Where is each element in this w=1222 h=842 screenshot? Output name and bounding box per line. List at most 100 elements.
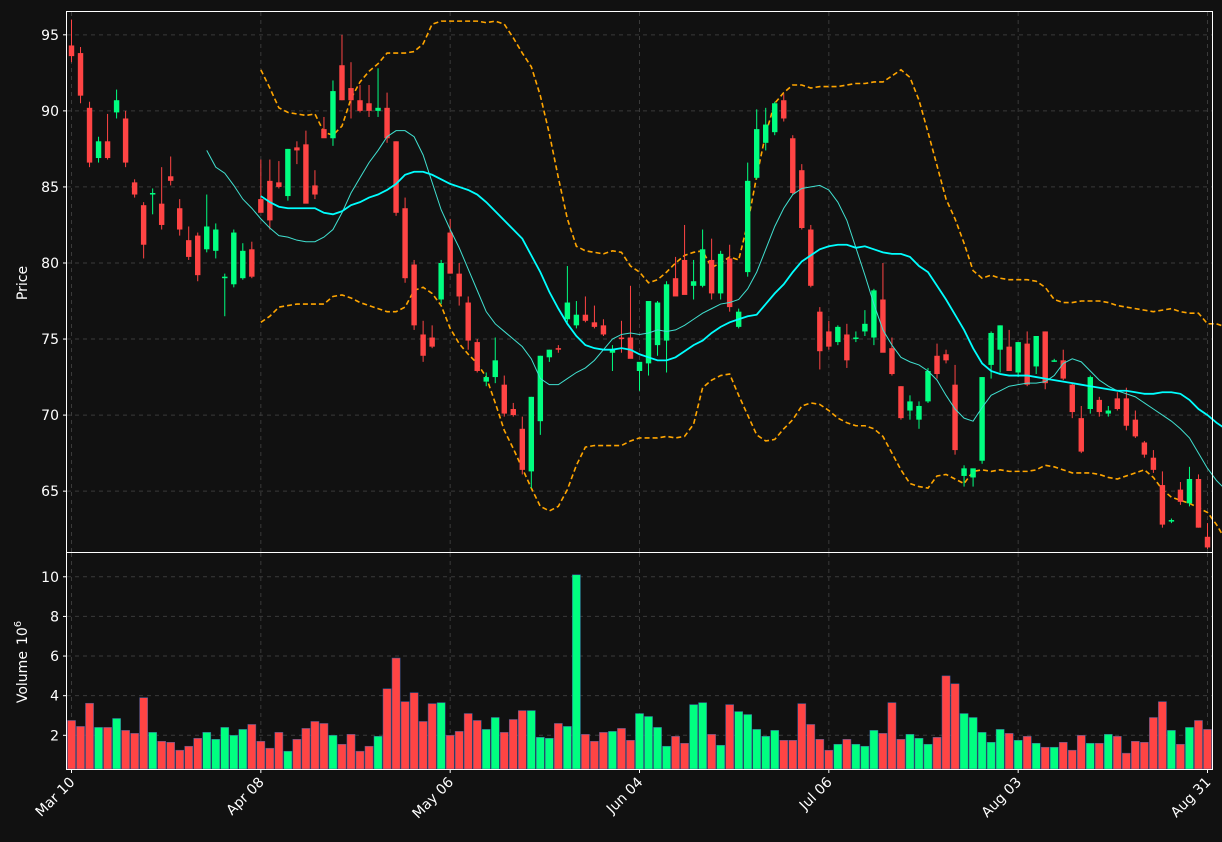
- candle-body: [925, 370, 931, 402]
- volume-bar: [1058, 741, 1068, 770]
- candle: [140, 202, 147, 259]
- volume-bar: [1131, 741, 1140, 770]
- candle-body: [708, 259, 715, 294]
- candle: [330, 80, 336, 146]
- candle-body: [1033, 336, 1039, 367]
- candle-body: [1141, 442, 1148, 455]
- candle-body: [375, 107, 381, 111]
- volume-bar: [806, 724, 816, 770]
- candle: [204, 194, 210, 253]
- candle: [1204, 523, 1211, 549]
- volume-bar: [1149, 717, 1158, 770]
- candle-body: [654, 302, 661, 346]
- candle-body: [1060, 360, 1066, 379]
- candle: [961, 465, 967, 487]
- volume-bar: [301, 728, 311, 770]
- candle: [772, 101, 778, 136]
- candle-body: [95, 141, 102, 159]
- candle: [979, 377, 985, 464]
- candle-body: [690, 281, 697, 286]
- price-panel: 65 70 75 80 85 90 95 Price: [15, 11, 1222, 553]
- candle: [456, 262, 462, 306]
- volume-bar: [869, 730, 879, 770]
- candle: [943, 349, 949, 364]
- volume-bar: [328, 735, 338, 770]
- volume-bar: [166, 741, 175, 770]
- candle-body: [1150, 457, 1157, 470]
- candle-body: [312, 185, 318, 195]
- candle: [249, 241, 255, 279]
- candle-body: [176, 208, 183, 230]
- candle: [1087, 375, 1093, 414]
- candle-body: [294, 147, 300, 151]
- volume-bar: [436, 702, 446, 770]
- candle: [86, 101, 93, 168]
- candle-body: [772, 103, 778, 133]
- candle-body: [1051, 360, 1057, 362]
- candle: [465, 296, 471, 350]
- candle-body: [113, 100, 120, 113]
- candle: [1042, 331, 1048, 390]
- candle-body: [663, 284, 670, 341]
- volume-bar: [905, 734, 915, 770]
- candle-body: [276, 182, 282, 187]
- volume-bar: [319, 723, 329, 770]
- candle-body: [600, 325, 607, 335]
- volume-bar: [923, 743, 933, 770]
- candle: [1024, 331, 1030, 387]
- candle-body: [519, 428, 525, 470]
- candle: [835, 325, 841, 346]
- candle: [573, 301, 580, 329]
- price-grid: [67, 12, 1212, 552]
- candle-body: [564, 302, 571, 320]
- candle: [582, 296, 589, 323]
- candle: [537, 355, 544, 435]
- bollinger-lower-line: [260, 286, 1222, 536]
- price-tick-label: 95: [41, 28, 59, 44]
- ma-long-line: [260, 170, 1222, 428]
- volume-bar: [572, 574, 581, 770]
- volume-bar: [346, 734, 356, 770]
- candle-body: [799, 170, 805, 228]
- volume-bar: [1094, 742, 1104, 770]
- volume-bar: [337, 743, 347, 770]
- candle-body: [158, 203, 165, 225]
- candle-body: [447, 232, 453, 274]
- candle: [862, 310, 868, 336]
- volume-bar: [635, 713, 644, 770]
- volume-bar: [914, 738, 924, 770]
- candle: [717, 250, 724, 300]
- candle-body: [916, 405, 922, 420]
- candle: [1186, 466, 1193, 507]
- volume-axis-exponent-power: 6: [13, 621, 24, 627]
- candle-body: [510, 409, 516, 416]
- candle-body: [988, 332, 994, 365]
- volume-y-ticks: 2 4 6 8 10: [41, 570, 67, 744]
- volume-bar: [842, 739, 852, 770]
- volume-bar: [743, 714, 752, 770]
- candle: [726, 244, 733, 312]
- volume-bar: [1085, 742, 1095, 770]
- volume-bar: [391, 657, 401, 770]
- candle-body: [77, 53, 84, 96]
- volume-bar: [716, 744, 725, 770]
- candle-body: [339, 65, 345, 101]
- volume-bar: [536, 737, 545, 770]
- candle-body: [1078, 418, 1084, 452]
- volume-bar: [1167, 730, 1176, 770]
- candle: [1114, 392, 1121, 411]
- candle: [267, 159, 273, 230]
- candle-body: [321, 129, 327, 139]
- price-tick-label: 70: [41, 408, 59, 424]
- volume-bar: [310, 721, 320, 770]
- candle-body: [483, 377, 489, 382]
- candle: [258, 159, 264, 213]
- volume-bar: [968, 717, 978, 770]
- volume-bar: [202, 732, 212, 770]
- volume-bar: [220, 727, 230, 770]
- candle-body: [1096, 399, 1103, 413]
- candle-body: [456, 273, 462, 297]
- volume-bar: [671, 736, 680, 770]
- volume-bar: [148, 732, 157, 770]
